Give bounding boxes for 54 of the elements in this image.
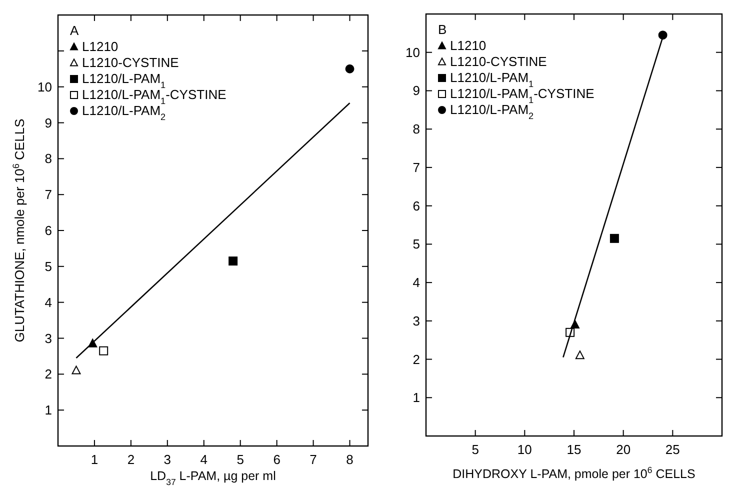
y-tick-label: 2 xyxy=(412,352,420,367)
legend-label: L1210/L-PAM$_{1}$-CYSTINE xyxy=(82,87,227,106)
y-tick-label: 4 xyxy=(44,294,52,310)
point xyxy=(658,30,668,40)
x-tick-label: 7 xyxy=(310,452,317,467)
y-tick-label: 1 xyxy=(44,402,52,418)
point xyxy=(72,366,81,374)
y-tick-label: 6 xyxy=(44,223,52,238)
y-tick-label: 8 xyxy=(44,151,52,166)
legend-label: L1210 xyxy=(82,39,118,54)
x-tick-label: 20 xyxy=(616,442,631,457)
x-tick-label: 5 xyxy=(236,452,244,467)
y-tick-label: 7 xyxy=(44,187,52,202)
y-tick-label: 5 xyxy=(44,258,52,274)
x-tick-label: 25 xyxy=(665,442,680,457)
y-tick-label: 3 xyxy=(44,330,52,346)
x-tick-label: 3 xyxy=(164,452,172,467)
x-tick-label: 8 xyxy=(346,452,354,467)
y-tick-label: 10 xyxy=(38,79,52,94)
legend-label: L1210/L-PAM$_{1}$ xyxy=(450,70,534,89)
y-tick-label: 9 xyxy=(412,83,420,98)
x-tick-label: 6 xyxy=(273,452,280,467)
point xyxy=(610,234,619,243)
legend-label: L1210/L-PAM$_{1}$ xyxy=(82,71,166,90)
y-tick-label: 4 xyxy=(412,275,420,290)
y-tick-label: 5 xyxy=(412,236,420,252)
x-tick-label: 15 xyxy=(566,442,582,457)
x-axis-title: LD$_{37}$ L-PAM, µg per ml xyxy=(150,469,276,487)
point xyxy=(99,346,108,356)
y-tick-label: 3 xyxy=(412,313,420,328)
y-tick-label: 7 xyxy=(412,160,420,175)
x-axis-title: DIHYDROXY L-PAM, pmole per 10$^{6}$ CELLS xyxy=(452,465,696,481)
x-tick-label: 1 xyxy=(90,452,98,467)
text: A xyxy=(70,23,79,38)
legend-label: L1210 xyxy=(450,38,486,53)
x-tick-label: 10 xyxy=(517,442,532,457)
y-tick-label: 6 xyxy=(412,198,420,214)
legend-label: L1210/L-PAM$_{2}$ xyxy=(82,103,166,122)
point xyxy=(575,350,584,360)
legend-label: L1210-CYSTINE xyxy=(450,54,548,69)
x-tick-label: 4 xyxy=(200,452,208,467)
legend-label: L1210/L-PAM$_{2}$ xyxy=(450,102,534,121)
legend-label: L1210/L-PAM$_{1}$-CYSTINE xyxy=(450,86,595,105)
x-tick-label: 5 xyxy=(472,442,479,457)
x-tick-label: 2 xyxy=(127,452,135,467)
y-tick-label: 2 xyxy=(44,366,52,382)
text: B xyxy=(438,22,447,37)
legend-label: L1210-CYSTINE xyxy=(82,55,180,70)
y-tick-label: 8 xyxy=(412,122,420,137)
point xyxy=(228,256,238,266)
y-tick-label: 10 xyxy=(406,44,420,60)
y-tick-label: 9 xyxy=(44,115,52,130)
y-tick-label: 1 xyxy=(412,390,420,406)
point xyxy=(345,64,354,74)
